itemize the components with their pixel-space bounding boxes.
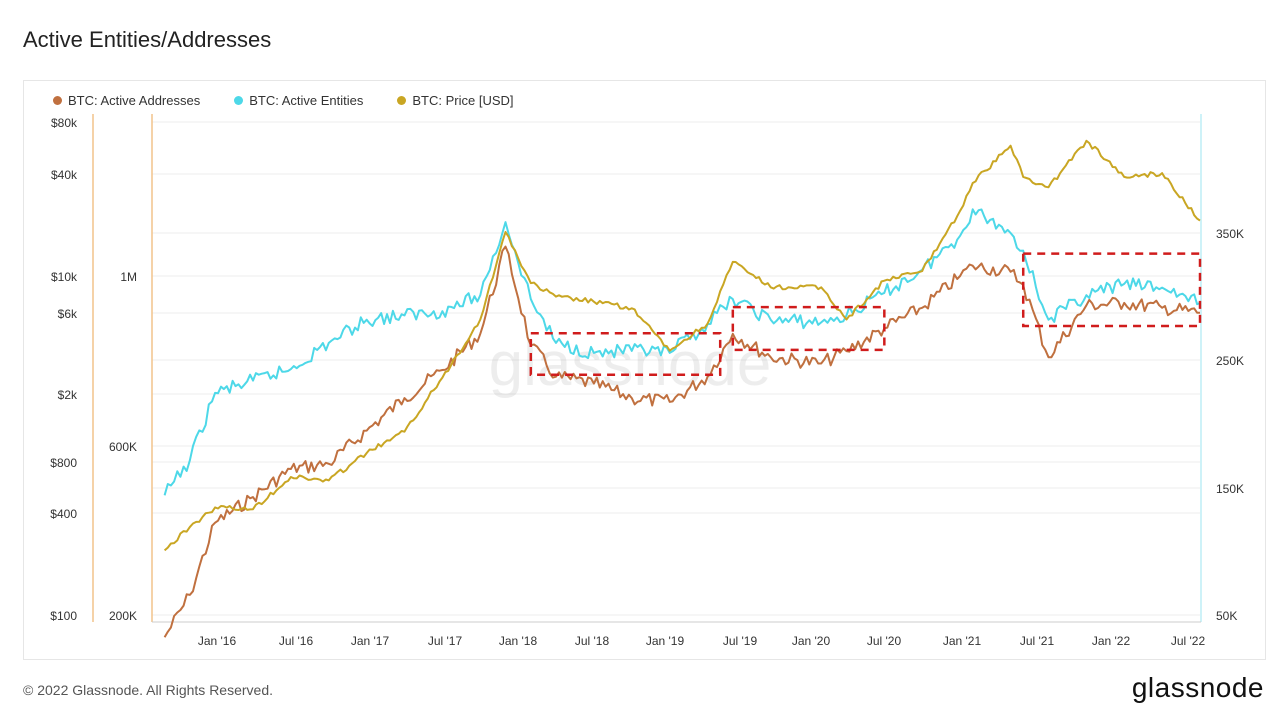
x-tick-label: Jan '16 [198,634,237,648]
highlight-box-2 [731,305,886,352]
highlight-regions [529,252,1202,377]
x-tick-label: Jul '20 [867,634,902,648]
glassnode-logo: glassnode [1131,672,1264,703]
x-tick-label: Jul '16 [279,634,314,648]
chart-legend: BTC: Active Addresses BTC: Active Entiti… [53,93,514,108]
series-line-active-addresses [163,245,1200,638]
highlight-box-1 [529,332,722,377]
addresses-tick-label: 200K [109,609,137,623]
series-lines [163,139,1201,638]
legend-label-active-addresses: BTC: Active Addresses [68,93,201,108]
x-tick-label: Jan '22 [1092,634,1131,648]
price-tick-label: $100 [50,609,77,623]
legend-label-price: BTC: Price [USD] [412,93,514,108]
axes [92,114,1202,623]
price-tick-label: $800 [50,456,77,470]
legend-item-price[interactable]: BTC: Price [USD] [397,93,514,108]
legend-dot-active-addresses [53,96,62,105]
x-tick-label: Jan '20 [792,634,831,648]
legend-dot-active-entities [234,96,244,105]
entities-tick-label: 350K [1216,227,1244,241]
price-tick-label: $6k [58,307,78,321]
price-tick-label: $400 [50,507,77,521]
price-tick-label: $80k [51,116,78,130]
copyright-text: © 2022 Glassnode. All Rights Reserved. [23,682,274,698]
x-tick-label: Jul '19 [723,634,758,648]
watermark: glassnode [489,330,772,399]
series-line-price [163,139,1201,552]
x-tick-label: Jul '17 [428,634,463,648]
x-tick-label: Jan '19 [646,634,685,648]
legend-item-active-addresses[interactable]: BTC: Active Addresses [53,93,200,108]
addresses-tick-label: 1M [120,270,137,284]
legend-item-active-entities[interactable]: BTC: Active Entities [234,93,363,108]
x-tick-label: Jan '18 [499,634,538,648]
entities-tick-label: 250K [1216,354,1244,368]
entities-tick-label: 150K [1216,482,1244,496]
x-tick-label: Jul '21 [1020,634,1055,648]
grid-lines [152,121,1200,616]
price-tick-label: $40k [51,168,78,182]
series-line-active-entities [163,208,1201,496]
x-tick-label: Jan '21 [943,634,982,648]
addresses-tick-label: 600K [109,440,137,454]
x-tick-label: Jul '22 [1171,634,1206,648]
tick-labels: Jan '16 Jul '16 Jan '17 Jul '17 Jan '18 Jul '… [50,116,1244,648]
price-tick-label: $2k [58,388,78,402]
legend-dot-price [397,96,407,105]
x-tick-label: Jan '17 [351,634,390,648]
highlight-box-3 [1021,252,1202,328]
price-tick-label: $10k [51,270,78,284]
legend-label-active-entities: BTC: Active Entities [249,93,364,108]
entities-tick-label: 50K [1216,609,1237,623]
page-title: Active Entities/Addresses [23,27,272,52]
x-tick-label: Jul '18 [575,634,610,648]
